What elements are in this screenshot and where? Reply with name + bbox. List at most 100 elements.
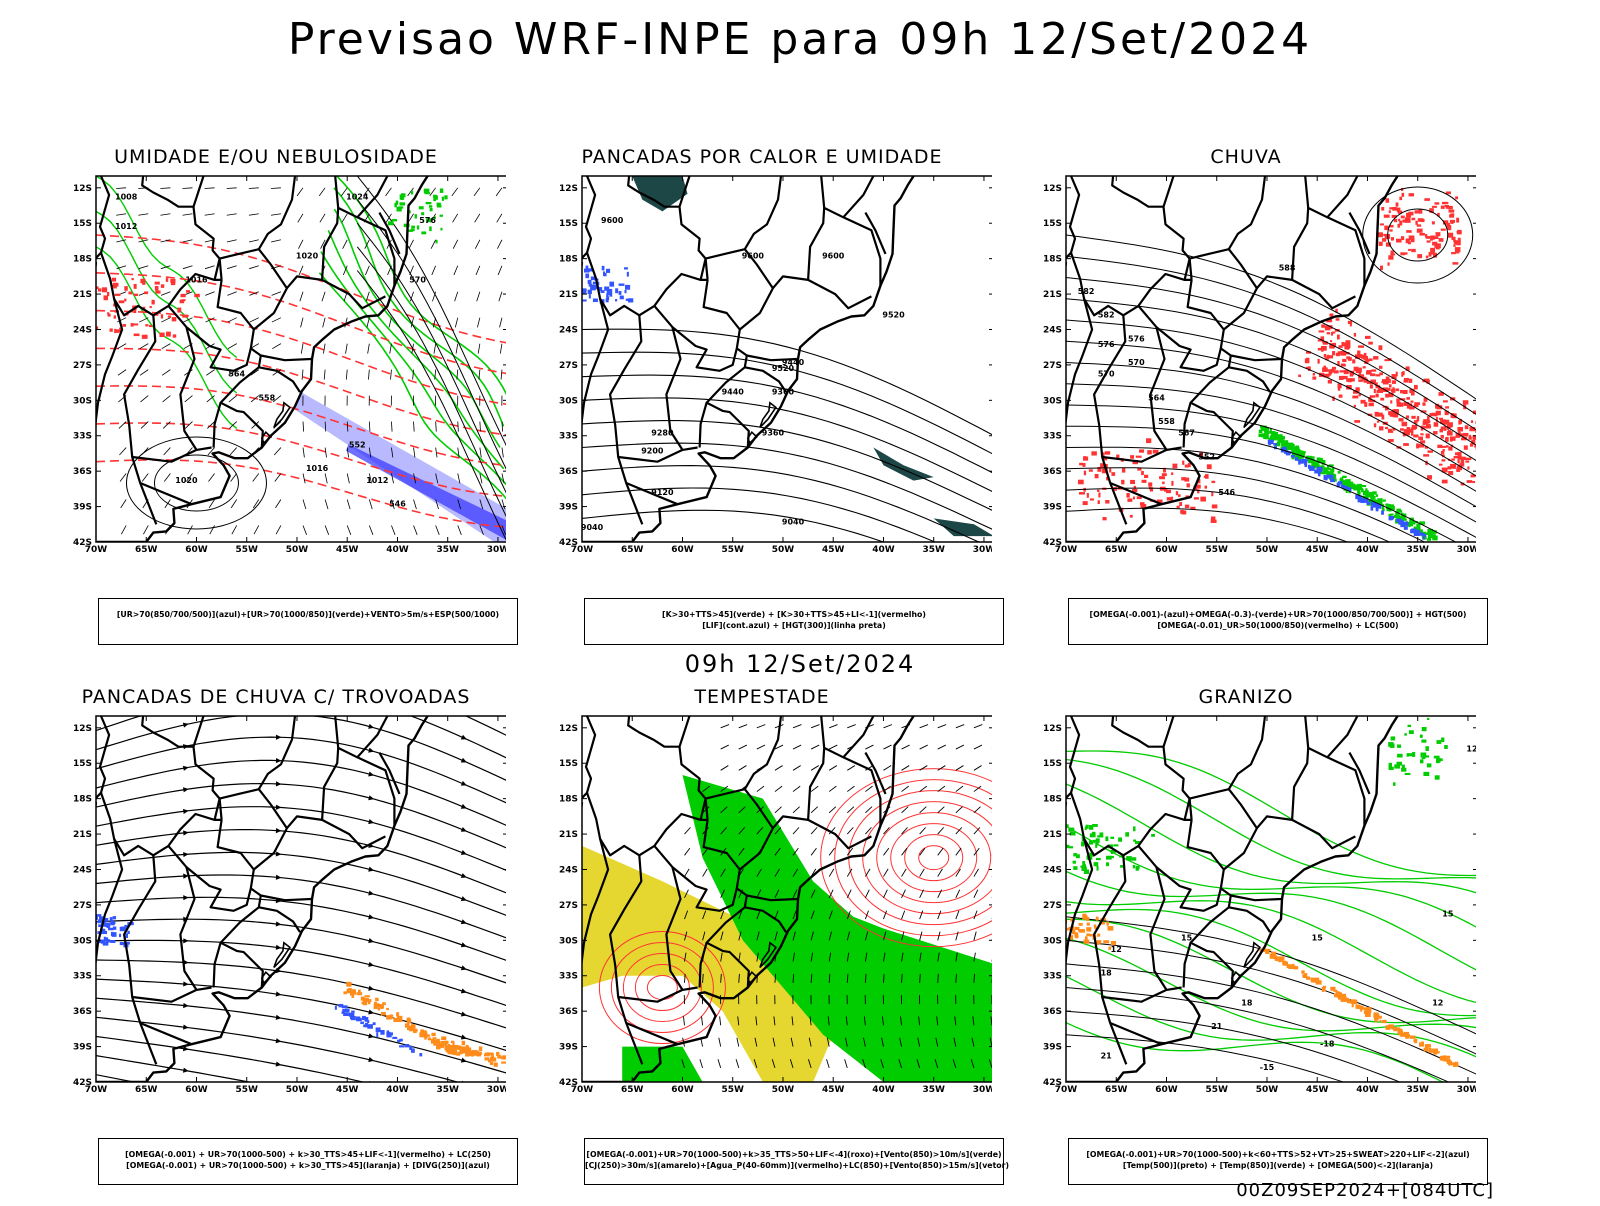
thunder-area xyxy=(444,1046,447,1051)
wind-vector xyxy=(303,525,307,534)
wind-vector xyxy=(185,396,193,402)
lat-label: 30S xyxy=(73,936,92,946)
streamline-arrowhead xyxy=(276,875,282,880)
lat-label: 15S xyxy=(559,759,578,769)
streamline-arrowhead xyxy=(368,1033,374,1038)
border-line xyxy=(865,753,885,794)
omega-area xyxy=(1086,927,1091,931)
border-line xyxy=(1229,907,1270,932)
wind-vector xyxy=(430,188,436,196)
rain-area xyxy=(1366,370,1371,374)
rain-area xyxy=(1083,501,1088,505)
humidity-speckle xyxy=(430,208,433,211)
temperature-850-detail xyxy=(1073,861,1076,864)
rain-area xyxy=(1377,421,1380,423)
border-line xyxy=(1071,253,1192,316)
wind-vector xyxy=(227,188,237,189)
wind-vector xyxy=(793,725,801,728)
rain-area xyxy=(1455,247,1461,252)
lat-label: 21S xyxy=(1043,290,1062,300)
wind-vector xyxy=(703,869,708,877)
rain-area xyxy=(1348,357,1351,360)
rain-area xyxy=(1136,456,1142,458)
wind-vector xyxy=(865,827,871,834)
border-line xyxy=(214,403,221,448)
thunder-area xyxy=(415,1029,417,1031)
wind-vector xyxy=(346,344,348,354)
wind-vector xyxy=(368,370,369,380)
lifted-index-speckle xyxy=(579,275,581,277)
lat-label: 33S xyxy=(559,972,578,982)
height-contour xyxy=(582,398,992,493)
lifted-index-speckle xyxy=(589,294,591,298)
pressure-label: 558 xyxy=(258,393,275,402)
rain-area xyxy=(1409,407,1414,410)
lat-label: 15S xyxy=(1043,759,1062,769)
border-line xyxy=(808,176,824,280)
wind-vector xyxy=(775,766,783,771)
height-contour xyxy=(1066,299,1476,447)
wind-vector xyxy=(865,786,872,791)
wind-vector xyxy=(829,745,837,749)
wind-vector xyxy=(793,807,800,813)
border-line xyxy=(259,176,295,288)
wind-vector xyxy=(347,525,351,534)
rain-area xyxy=(1388,431,1393,433)
streamline-arrowhead xyxy=(276,828,282,833)
humidity-speckle xyxy=(440,228,442,231)
lat-label: 15S xyxy=(73,759,92,769)
thunder-area xyxy=(351,990,356,993)
rain-area xyxy=(1181,477,1186,480)
rain-area xyxy=(1457,230,1461,235)
omega-area xyxy=(1385,1025,1390,1030)
lat-label: 15S xyxy=(73,219,92,229)
wind-vector xyxy=(142,474,148,482)
streamline-red xyxy=(891,824,977,892)
omega-area xyxy=(1432,1050,1436,1053)
thunder-area xyxy=(374,1003,379,1007)
streamline-arrowhead xyxy=(368,986,374,991)
rain-area xyxy=(1457,427,1463,432)
rain-area xyxy=(1392,207,1397,211)
rain-area xyxy=(1312,376,1316,379)
wind-vector xyxy=(496,188,502,196)
humidity-speckle xyxy=(394,203,397,207)
wind-vector xyxy=(342,214,347,223)
rain-area xyxy=(1446,445,1449,447)
streamline-arrowhead xyxy=(183,787,189,792)
rain-core xyxy=(1325,468,1331,470)
humidity-speckle xyxy=(172,317,177,321)
divergence-area xyxy=(405,1044,409,1047)
thunder-area xyxy=(452,1046,457,1050)
humidity-speckle xyxy=(124,299,126,302)
divergence-area xyxy=(86,926,91,930)
thunder-area xyxy=(491,1057,496,1061)
rain-area xyxy=(1344,345,1349,349)
divergence-area xyxy=(351,1016,356,1020)
border-line xyxy=(587,253,708,316)
humidity-speckle xyxy=(67,308,71,312)
lon-label: 50W xyxy=(286,1085,309,1095)
rain-area xyxy=(1337,335,1340,340)
humidity-speckle xyxy=(68,302,74,306)
wind-vector xyxy=(938,807,945,813)
rain-area xyxy=(1410,401,1413,403)
divergence-area xyxy=(376,1032,378,1037)
rain-area xyxy=(1455,196,1458,199)
streamline-arrowhead xyxy=(276,1085,282,1090)
streamline-arrowhead xyxy=(368,867,374,872)
streamline-arrowhead xyxy=(368,890,374,895)
rain-area xyxy=(1387,379,1391,383)
temperature-850-detail xyxy=(1082,861,1085,866)
height-label: 9360 xyxy=(772,387,795,396)
rain-area xyxy=(1414,402,1420,405)
rain-area xyxy=(1159,476,1165,479)
humidity-speckle xyxy=(68,292,71,295)
temperature-850-contour xyxy=(1066,826,1476,928)
rain-omega xyxy=(1404,526,1408,530)
rain-area xyxy=(1377,390,1379,393)
temperature-label: 18 xyxy=(1101,969,1113,978)
humidity-speckle xyxy=(392,219,397,221)
temperature-850-detail xyxy=(1423,772,1429,776)
wind-vector xyxy=(865,869,870,877)
